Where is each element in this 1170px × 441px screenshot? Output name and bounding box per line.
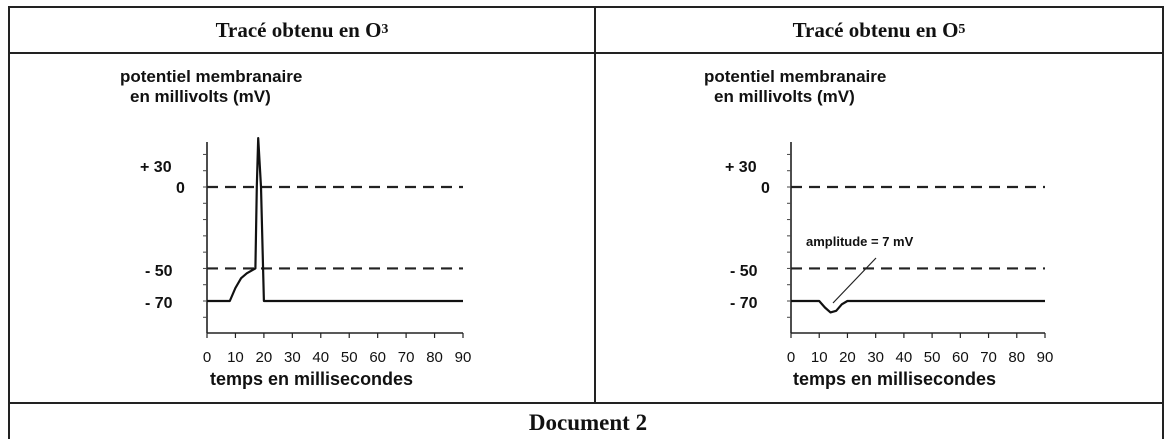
x-axis-label: temps en millisecondes xyxy=(793,369,996,389)
y-tick-label: 0 xyxy=(176,180,185,197)
plot-o3 xyxy=(207,137,463,303)
x-tick-label: 30 xyxy=(867,349,884,366)
panel-header-text: Tracé obtenu en O xyxy=(215,17,382,42)
x-tick-label: 60 xyxy=(952,349,969,366)
footer-divider xyxy=(10,402,1162,404)
x-tick-labels-o3: 0 10 20 30 40 50 60 70 80 90 xyxy=(203,349,472,366)
x-tick-label: 70 xyxy=(398,349,415,366)
x-tick-label: 50 xyxy=(341,349,358,366)
y-tick-label: - 50 xyxy=(145,263,173,280)
y-tick-label: 0 xyxy=(761,180,770,197)
panel-header-text: Tracé obtenu en O xyxy=(792,17,959,42)
y-tick-labels-o3: + 30 0 - 50 - 70 xyxy=(140,159,185,312)
x-tick-label: 20 xyxy=(256,349,273,366)
x-tick-label: 50 xyxy=(924,349,941,366)
y-tick-label: - 70 xyxy=(145,295,173,312)
y-axis-label-line2: en millivolts (mV) xyxy=(130,87,271,106)
column-divider xyxy=(594,8,596,404)
x-tick-label: 40 xyxy=(312,349,329,366)
amplitude-annotation: amplitude = 7 mV xyxy=(806,234,914,249)
y-axis-label-line2: en millivolts (mV) xyxy=(714,87,855,106)
y-axis-label-line1: potentiel membranaire xyxy=(120,67,302,86)
potential-trace xyxy=(207,137,463,303)
x-tick-labels-o5: 0 10 20 30 40 50 60 70 80 90 xyxy=(787,349,1054,366)
x-tick-label: 10 xyxy=(227,349,244,366)
header-divider xyxy=(10,52,1162,54)
x-tick-label: 0 xyxy=(787,349,795,366)
x-tick-label: 90 xyxy=(1037,349,1054,366)
chart-o3: potentiel membranaire en millivolts (mV)… xyxy=(120,67,471,389)
document-title: Document 2 xyxy=(528,410,648,435)
panel-header-subscript: 3 xyxy=(381,22,389,37)
y-tick-label: + 30 xyxy=(140,159,172,176)
x-tick-label: 90 xyxy=(455,349,472,366)
x-axis-label: temps en millisecondes xyxy=(210,369,413,389)
y-tick-label: - 50 xyxy=(730,263,758,280)
y-tick-label: - 70 xyxy=(730,295,758,312)
x-tick-label: 60 xyxy=(369,349,386,366)
x-tick-label: 70 xyxy=(980,349,997,366)
axes-o3 xyxy=(203,142,464,338)
x-tick-label: 10 xyxy=(811,349,828,366)
x-tick-label: 30 xyxy=(284,349,301,366)
plot-o5 xyxy=(791,185,1045,314)
chart-o5: potentiel membranaire en millivolts (mV)… xyxy=(704,67,1053,389)
x-tick-label: 80 xyxy=(1008,349,1025,366)
y-tick-label: + 30 xyxy=(725,159,757,176)
y-axis-label-line1: potentiel membranaire xyxy=(704,67,886,86)
x-tick-label: 20 xyxy=(839,349,856,366)
x-tick-label: 40 xyxy=(896,349,913,366)
x-tick-label: 80 xyxy=(426,349,443,366)
x-tick-label: 0 xyxy=(203,349,211,366)
potential-trace xyxy=(791,299,1045,314)
y-tick-labels-o5: + 30 0 - 50 - 70 xyxy=(725,159,770,312)
annotation-leader-line xyxy=(832,257,877,304)
panel-header-subscript: 5 xyxy=(958,22,966,37)
